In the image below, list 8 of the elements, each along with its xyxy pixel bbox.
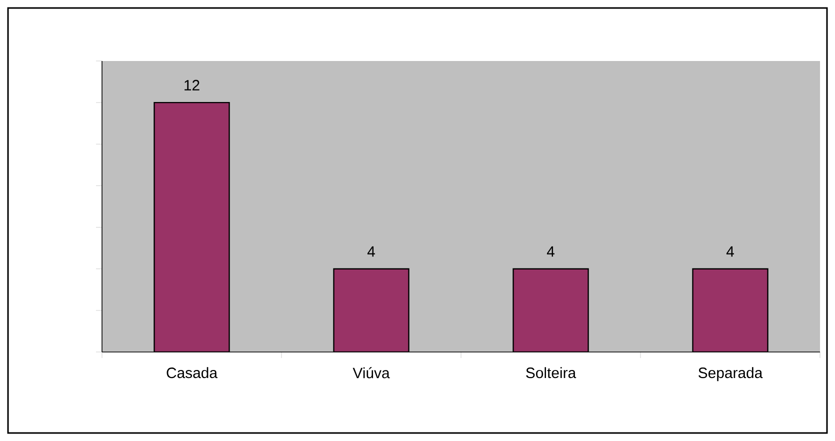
data-label: 4 bbox=[546, 246, 554, 257]
x-tick-label: Viúva bbox=[352, 367, 390, 378]
x-tick-label: Casada bbox=[166, 367, 218, 378]
x-tick-label: Solteira bbox=[526, 367, 576, 378]
data-label: 4 bbox=[726, 246, 734, 257]
data-label: 4 bbox=[367, 246, 375, 257]
data-label: 12 bbox=[184, 80, 200, 90]
x-tick-label: Separada bbox=[698, 367, 763, 382]
